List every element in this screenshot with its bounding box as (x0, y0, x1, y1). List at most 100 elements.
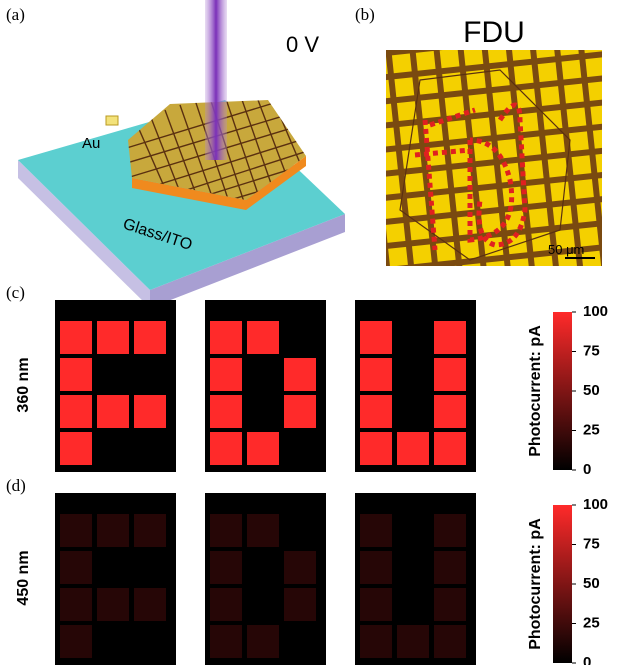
pixel (60, 395, 92, 428)
panel-title: FDU (463, 16, 525, 49)
panel-b: (b) FDU 50 μm (355, 5, 602, 266)
pixel (247, 588, 279, 621)
pixel (60, 358, 92, 391)
colorbar-tick-label: 0 (583, 654, 591, 665)
pixel (284, 625, 316, 658)
pixel (97, 551, 129, 584)
colorbar-label: Photocurrent: pA (527, 518, 544, 650)
pixel (134, 625, 166, 658)
pixel (210, 395, 242, 428)
pixel (134, 321, 166, 354)
scale-label: 50 μm (548, 242, 584, 257)
pixel (134, 432, 166, 465)
pixel (60, 625, 92, 658)
pixel (247, 551, 279, 584)
pixel (210, 321, 242, 354)
pixel (434, 395, 466, 428)
panel-label: (c) (6, 283, 25, 302)
pixel (434, 321, 466, 354)
pixel (97, 625, 129, 658)
pixel (284, 514, 316, 547)
au-pad (106, 116, 118, 125)
colorbar-tick-label: 50 (583, 575, 600, 592)
pixel (397, 358, 429, 391)
pixel (134, 395, 166, 428)
pixel (397, 395, 429, 428)
pixel (360, 432, 392, 465)
pixel (360, 551, 392, 584)
pixel (360, 395, 392, 428)
pixel (210, 588, 242, 621)
pixel (60, 588, 92, 621)
light-beam (205, 0, 227, 160)
pixel (397, 588, 429, 621)
pixel (397, 551, 429, 584)
colorbar-tick-label: 25 (583, 614, 600, 631)
pixel (434, 551, 466, 584)
pixel (60, 514, 92, 547)
pixel (247, 514, 279, 547)
heatmap-panels: (c) 360 nm 0 25 50 75 100 Photocurrent: pA (d) 45… (6, 283, 608, 665)
pixel (97, 395, 129, 428)
pixel (210, 551, 242, 584)
pixel (247, 358, 279, 391)
pixel (360, 358, 392, 391)
wavelength-label: 360 nm (15, 357, 32, 412)
colorbar-tick-label: 75 (583, 342, 600, 359)
panel-a: (a) Au 0 V Glass/ITO (6, 0, 345, 308)
colorbar-tick-label: 100 (583, 303, 608, 320)
colorbar-tick-label: 0 (583, 461, 591, 478)
pixel (397, 514, 429, 547)
au-label: Au (82, 135, 100, 152)
pixel (397, 321, 429, 354)
colorbar (553, 312, 572, 470)
wavelength-label: 450 nm (15, 550, 32, 605)
pixel (134, 588, 166, 621)
colorbar (553, 505, 572, 663)
pixel (284, 321, 316, 354)
pixel (210, 358, 242, 391)
pixel (284, 588, 316, 621)
pixel (360, 321, 392, 354)
pixel (97, 358, 129, 391)
pixel (210, 514, 242, 547)
panel-label: (b) (355, 5, 375, 24)
pixel (397, 432, 429, 465)
pixel (134, 551, 166, 584)
pixel (247, 432, 279, 465)
pixel (360, 625, 392, 658)
pixel (434, 432, 466, 465)
pixel (360, 514, 392, 547)
pixel (97, 514, 129, 547)
colorbar-tick-label: 25 (583, 421, 600, 438)
figure: (a) Au 0 V Glass/ITO (b) FDU 50 μm (c) 36… (0, 0, 617, 665)
pixel (97, 588, 129, 621)
pixel (97, 432, 129, 465)
pixel (284, 358, 316, 391)
pixel (247, 321, 279, 354)
pixel (210, 432, 242, 465)
panel-label: (a) (6, 5, 25, 24)
pixel (60, 321, 92, 354)
colorbar-tick-label: 75 (583, 535, 600, 552)
pixel (134, 514, 166, 547)
panel-label: (d) (6, 476, 26, 495)
pixel (97, 321, 129, 354)
pixel (134, 358, 166, 391)
pixel (360, 588, 392, 621)
pixel (60, 551, 92, 584)
pixel (434, 514, 466, 547)
pixel (397, 625, 429, 658)
pixel (247, 395, 279, 428)
voltage-label: 0 V (286, 32, 319, 57)
pixel (284, 432, 316, 465)
pixel (434, 358, 466, 391)
pixel (434, 625, 466, 658)
pixel (247, 625, 279, 658)
colorbar-label: Photocurrent: pA (527, 325, 544, 457)
pixel (284, 551, 316, 584)
pixel (210, 625, 242, 658)
colorbar-tick-label: 50 (583, 382, 600, 399)
pixel (60, 432, 92, 465)
pixel (434, 588, 466, 621)
